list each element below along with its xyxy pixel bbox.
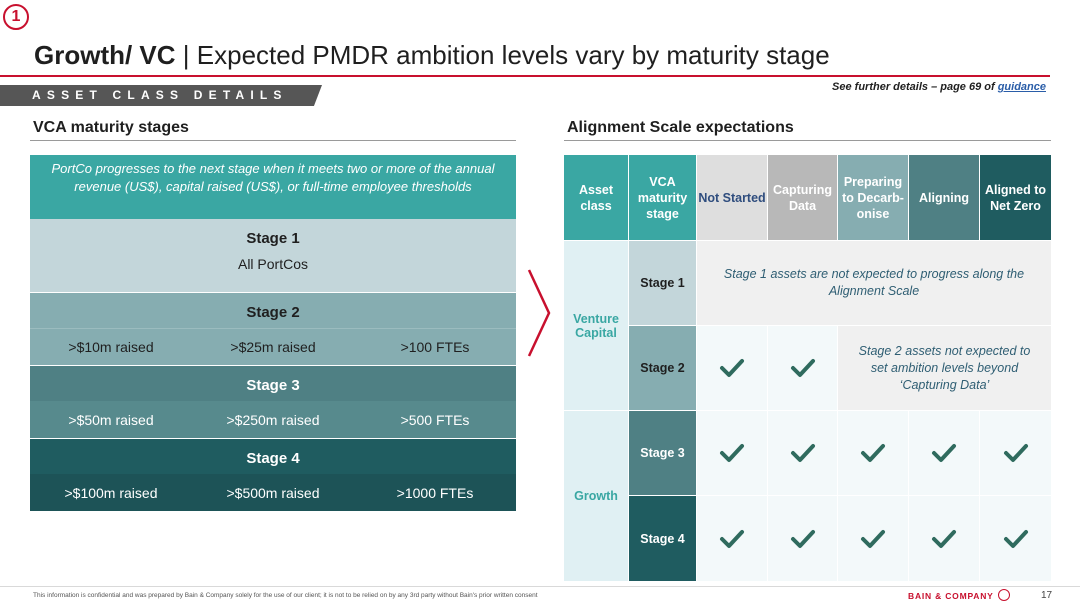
row-stage-2: Stage 2	[629, 326, 696, 410]
header-aligned-to-net-zero: Aligned to Net Zero	[980, 155, 1051, 240]
row-stage-3: Stage 3	[629, 411, 696, 495]
section-label: ASSET CLASS DETAILS	[32, 88, 288, 102]
stage-4-not-started-check	[697, 496, 767, 581]
checkmark-icon	[861, 529, 885, 548]
brand-logo: BAIN & COMPANY	[908, 591, 994, 601]
header-vca-maturity-stage: VCA maturity stage	[629, 155, 696, 240]
stage-2-title: Stage 2	[246, 304, 300, 321]
page-number: 17	[1041, 590, 1053, 601]
chevron-right-icon	[527, 269, 551, 357]
stage-4-revenue: >$100m raised	[64, 484, 158, 501]
further-details-text: See further details – page 69 of	[832, 81, 998, 93]
confidentiality-footer: This information is confidential and was…	[33, 592, 538, 599]
title-divider	[0, 75, 1050, 77]
stage-4-ftes: >1000 FTEs	[396, 484, 474, 501]
alignment-scale-table: Asset class VCA maturity stage Not Start…	[564, 155, 1051, 581]
footer-divider	[0, 586, 1080, 587]
checkmark-icon	[1003, 444, 1028, 462]
stage-4-capital: >$500m raised	[226, 484, 320, 501]
page-title-rest: | Expected PMDR ambition levels vary by …	[175, 40, 830, 70]
stage-3-block: Stage 3 >$50m raised >$250m raised >500 …	[30, 365, 516, 438]
stage-4-aligning-check	[909, 496, 979, 581]
stage-3-capital: >$250m raised	[226, 411, 320, 428]
checkmark-icon	[932, 529, 956, 548]
page-title-bold: Growth/ VC	[34, 40, 176, 70]
checkmark-icon	[932, 444, 956, 462]
stage-1-title: Stage 1	[246, 230, 300, 247]
row-stage-1: Stage 1	[629, 241, 696, 325]
checkmark-icon	[790, 359, 815, 377]
vca-maturity-heading: VCA maturity stages	[33, 119, 189, 136]
stage-2-criteria: >$10m raised >$25m raised >100 FTEs	[30, 328, 516, 365]
stage-4-criteria: >$100m raised >$500m raised >1000 FTEs	[30, 474, 516, 511]
checkmark-icon	[790, 529, 815, 548]
stage-3-net-zero-check	[980, 411, 1051, 495]
right-heading-rule	[564, 140, 1051, 141]
stage-3-revenue: >$50m raised	[68, 411, 154, 428]
left-heading-rule	[30, 140, 516, 141]
stage-1-expectation-note: Stage 1 assets are not expected to progr…	[697, 241, 1051, 325]
section-number-badge: 1	[3, 4, 29, 30]
stage-4-capturing-data-check	[768, 496, 837, 581]
checkmark-icon	[1003, 529, 1028, 548]
header-not-started: Not Started	[697, 155, 767, 240]
stage-3-aligning-check	[909, 411, 979, 495]
header-preparing-to-decarbonise: Preparing to Decarb-onise	[838, 155, 908, 240]
guidance-link[interactable]: guidance	[997, 81, 1046, 93]
vca-maturity-table: PortCo progresses to the next stage when…	[30, 155, 516, 511]
stage-3-preparing-check	[838, 411, 908, 495]
header-aligning: Aligning	[909, 155, 979, 240]
stage-2-not-started-check	[697, 326, 767, 410]
section-label-bar: ASSET CLASS DETAILS	[0, 85, 322, 106]
stage-2-capital: >$25m raised	[230, 339, 316, 355]
stage-3-criteria: >$50m raised >$250m raised >500 FTEs	[30, 401, 516, 438]
stage-4-title: Stage 4	[246, 450, 300, 467]
stage-4-block: Stage 4 >$100m raised >$500m raised >100…	[30, 438, 516, 511]
checkmark-icon	[861, 444, 885, 462]
stage-1-criteria: All PortCos	[237, 256, 309, 272]
checkmark-icon	[720, 529, 744, 548]
asset-class-venture-capital: Venture Capital	[564, 241, 628, 410]
stage-4-net-zero-check	[980, 496, 1051, 581]
stage-2-expectation-note: Stage 2 assets not expected to set ambit…	[838, 326, 1051, 410]
further-details-note: See further details – page 69 of guidanc…	[832, 81, 1046, 93]
stage-3-ftes: >500 FTEs	[400, 411, 470, 428]
stage-2-ftes: >100 FTEs	[400, 339, 470, 355]
header-capturing-data: Capturing Data	[768, 155, 837, 240]
stage-2-block: Stage 2 >$10m raised >$25m raised >100 F…	[30, 292, 516, 365]
checkmark-icon	[720, 359, 744, 377]
stage-progression-note: PortCo progresses to the next stage when…	[30, 155, 516, 219]
stage-3-capturing-data-check	[768, 411, 837, 495]
row-stage-4: Stage 4	[629, 496, 696, 581]
stage-3-title: Stage 3	[246, 377, 300, 394]
stage-2-capturing-data-check	[768, 326, 837, 410]
checkmark-icon	[720, 444, 744, 462]
brand-mark-icon	[998, 589, 1010, 601]
stage-4-preparing-check	[838, 496, 908, 581]
alignment-scale-heading: Alignment Scale expectations	[567, 119, 794, 136]
stage-1-block: Stage 1 All PortCos	[30, 219, 516, 292]
stage-3-not-started-check	[697, 411, 767, 495]
asset-class-growth: Growth	[564, 411, 628, 581]
checkmark-icon	[790, 444, 815, 462]
stage-2-revenue: >$10m raised	[68, 339, 154, 355]
header-asset-class: Asset class	[564, 155, 628, 240]
page-title: Growth/ VC | Expected PMDR ambition leve…	[34, 40, 830, 71]
